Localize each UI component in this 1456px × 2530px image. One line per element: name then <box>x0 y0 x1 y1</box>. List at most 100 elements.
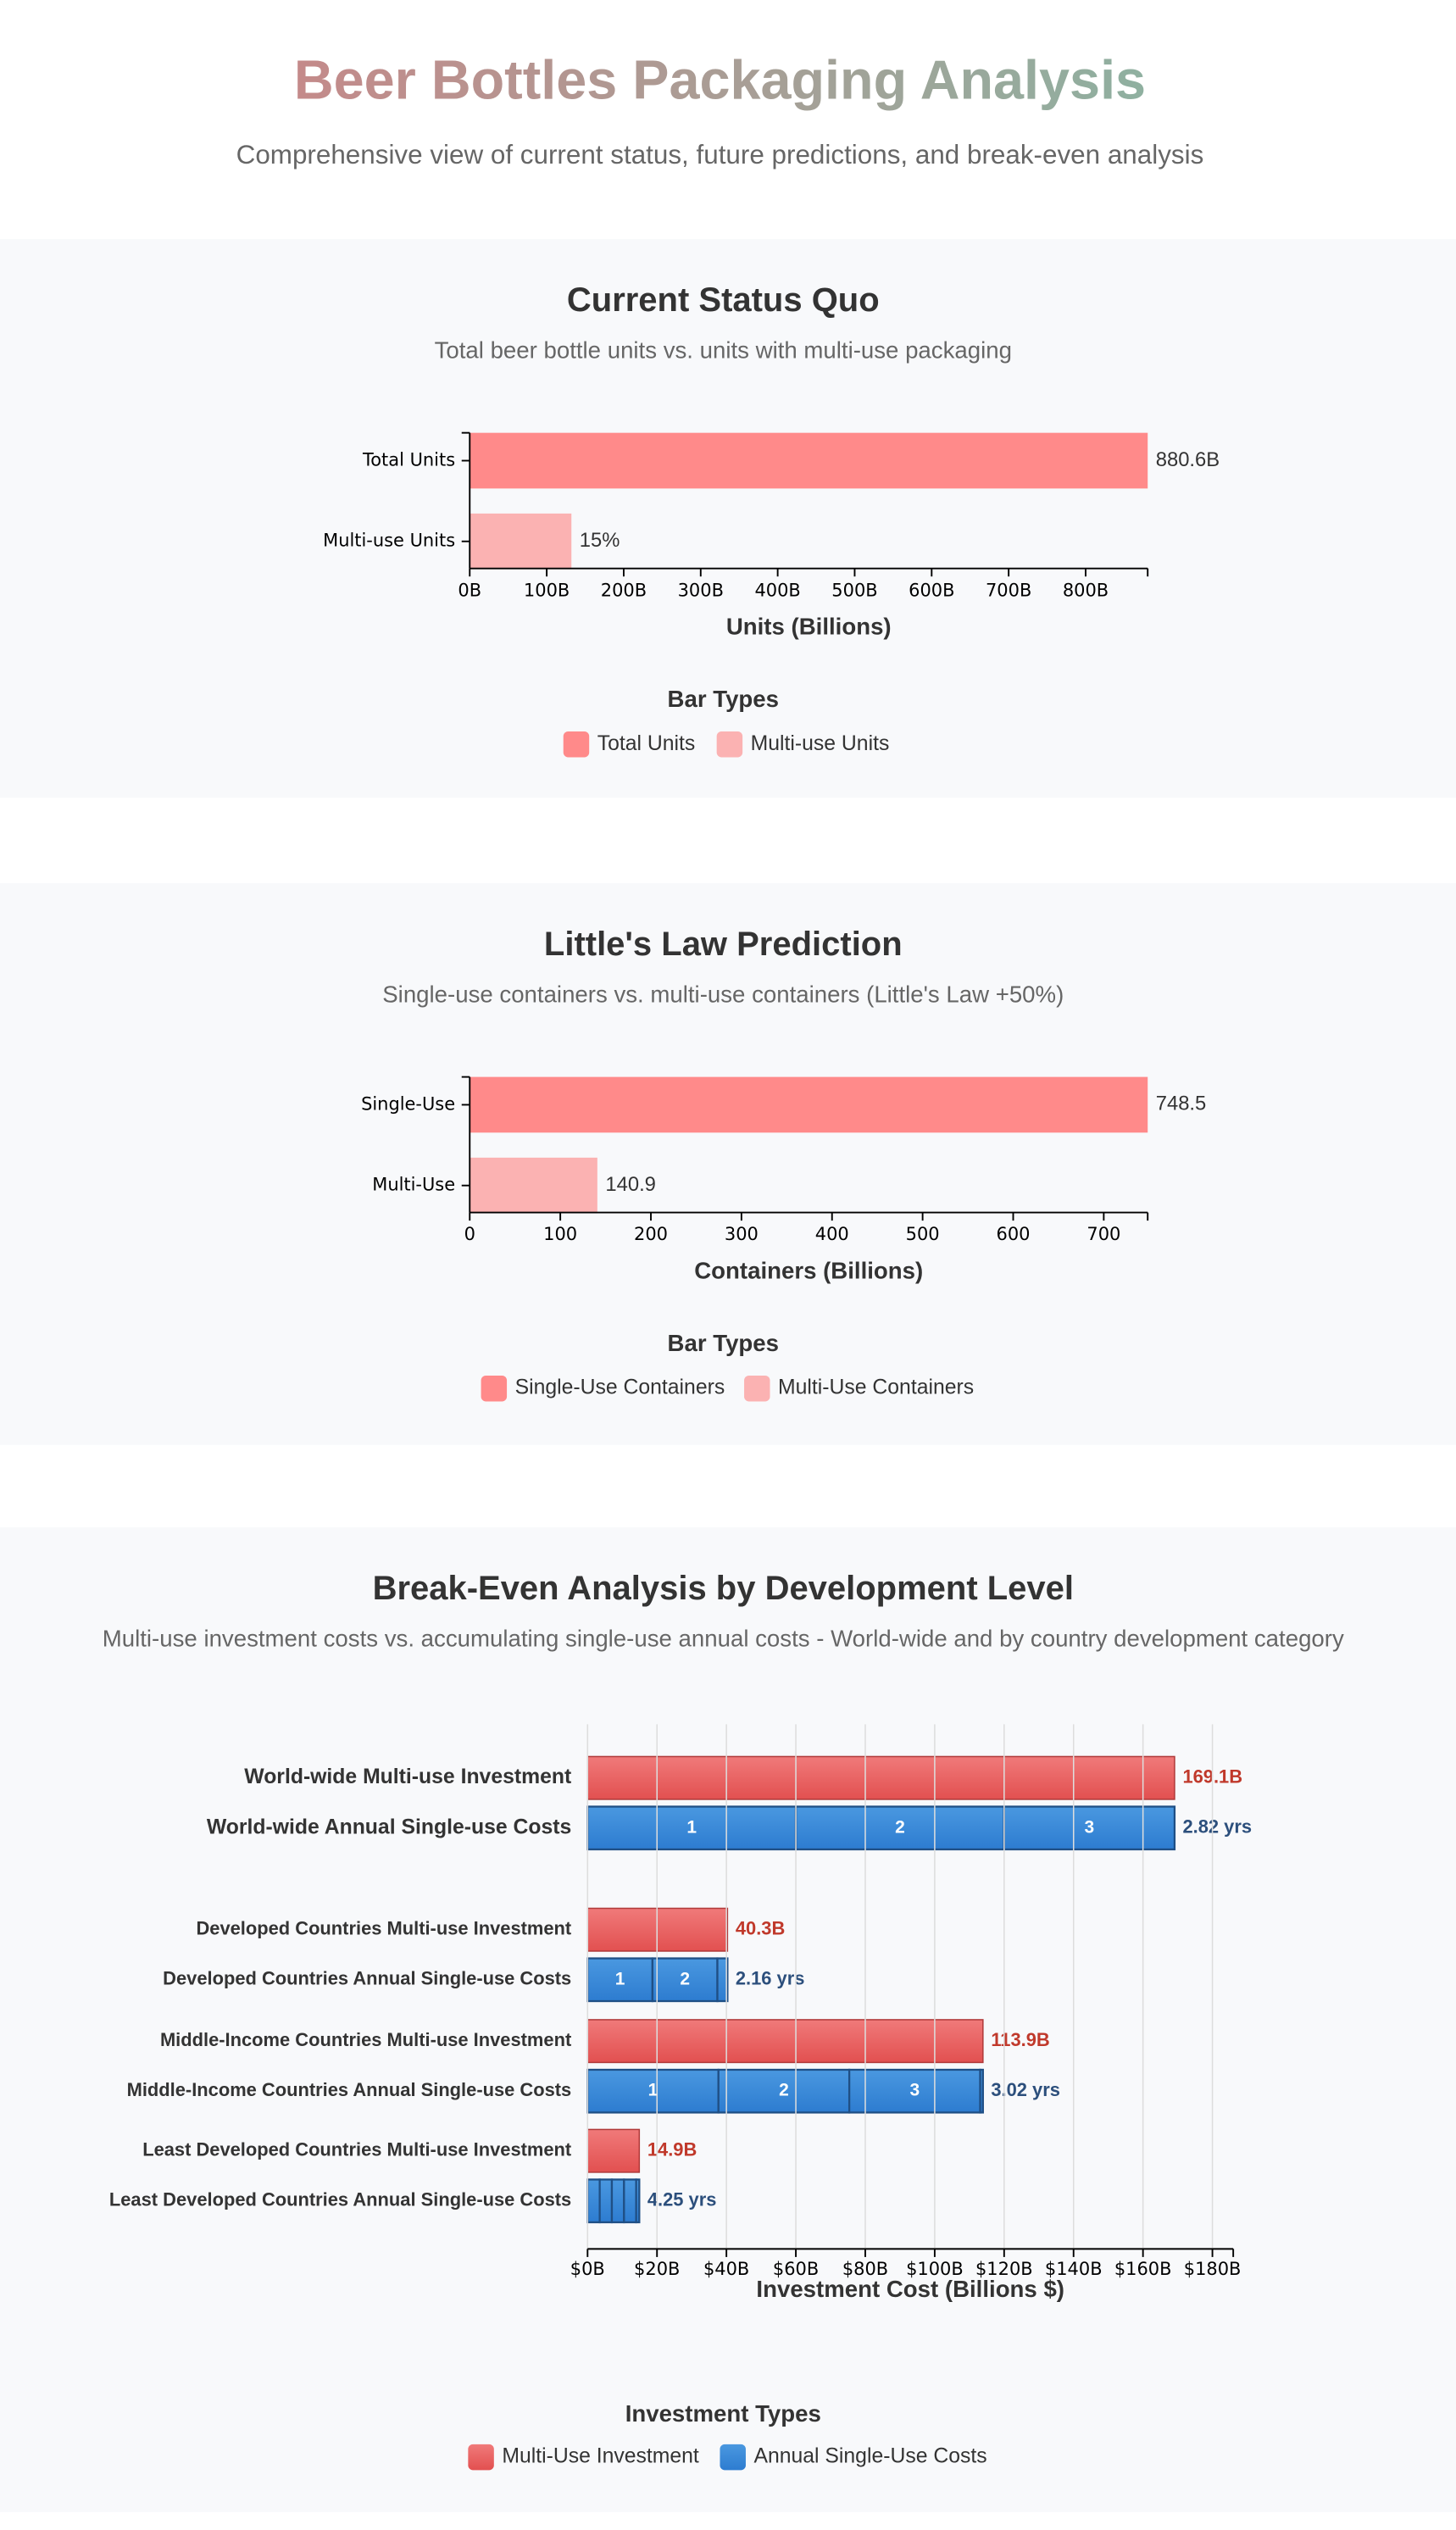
chart-title: Break-Even Analysis by Development Level <box>373 1570 1074 1607</box>
x-tick-label: $40B <box>703 2259 749 2279</box>
x-tick-label: $180B <box>1184 2259 1242 2279</box>
legend-title: Bar Types <box>668 1330 779 1356</box>
section-bg <box>0 239 1456 798</box>
legend-label: Multi-use Units <box>751 732 890 755</box>
x-tick-label: 0 <box>464 1224 475 1244</box>
x-tick-label: $100B <box>906 2259 964 2279</box>
page-subtitle: Comprehensive view of current status, fu… <box>236 140 1204 170</box>
break-even-label: 4.25 yrs <box>647 2189 717 2210</box>
x-tick-label: $80B <box>842 2259 888 2279</box>
x-axis-label: Containers (Billions) <box>694 1257 923 1283</box>
legend-title: Investment Types <box>625 2400 821 2427</box>
x-tick-label: 300B <box>678 580 724 600</box>
value-label: 140.9 <box>605 1173 656 1196</box>
x-tick-label: 800B <box>1063 580 1109 600</box>
legend-title: Bar Types <box>668 686 779 712</box>
value-label: 113.9B <box>991 2029 1049 2050</box>
annual-cost-segment <box>716 1957 729 2003</box>
x-tick-label: 400B <box>754 580 800 600</box>
break-even-label: 2.82 yrs <box>1182 1816 1252 1838</box>
legend-swatch <box>481 1375 508 1402</box>
annual-cost-segment <box>598 2178 614 2224</box>
x-tick-label: 100 <box>543 1224 577 1244</box>
legend-label: Total Units <box>597 732 696 755</box>
legend-label: Multi-Use Containers <box>778 1376 974 1399</box>
x-tick-label: 0B <box>458 580 481 600</box>
legend-swatch <box>744 1375 770 1402</box>
value-label: 14.9B <box>647 2138 697 2160</box>
segment-label: 1 <box>686 1817 697 1837</box>
chart-subtitle: Single-use containers vs. multi-use cont… <box>382 981 1064 1008</box>
value-label: 15% <box>580 529 620 552</box>
x-tick-label: 700 <box>1086 1224 1120 1244</box>
investment-bar <box>586 2128 641 2173</box>
value-label: 880.6B <box>1156 448 1220 471</box>
segment-label: 3 <box>1085 1817 1095 1837</box>
investment-bar <box>586 1755 1175 1800</box>
x-tick-label: 500 <box>906 1224 940 1244</box>
segment-label: 2 <box>779 2081 789 2100</box>
legend-swatch <box>563 731 590 758</box>
bar <box>470 432 1148 489</box>
segment-label: 1 <box>648 2081 659 2100</box>
y-tick-label: Multi-use Units <box>323 531 455 551</box>
chart-title: Little's Law Prediction <box>544 926 903 963</box>
row-label: Least Developed Countries Multi-use Inve… <box>142 2138 572 2160</box>
annual-cost-segment <box>586 2178 601 2224</box>
row-label: Developed Countries Multi-use Investment <box>196 1918 571 1939</box>
legend-swatch <box>468 2444 494 2471</box>
annual-cost-segment <box>610 2178 625 2224</box>
y-tick-label: Single-Use <box>361 1093 455 1114</box>
segment-label: 1 <box>615 1969 625 1988</box>
annual-cost-segment <box>635 2178 641 2224</box>
annual-cost-segment <box>847 2068 981 2114</box>
segment-label: 2 <box>680 1969 690 1988</box>
annual-cost-segment <box>586 2068 720 2114</box>
chart-title: Current Status Quo <box>567 281 880 319</box>
x-tick-label: 600B <box>909 580 954 600</box>
x-tick-label: $120B <box>975 2259 1033 2279</box>
annual-cost-segment <box>623 2178 637 2224</box>
x-tick-label: $20B <box>634 2259 680 2279</box>
x-tick-label: 700B <box>986 580 1031 600</box>
row-label: Middle-Income Countries Multi-use Invest… <box>160 2029 572 2050</box>
bar <box>470 1076 1148 1133</box>
bar <box>470 1157 597 1214</box>
x-tick-label: 200B <box>601 580 647 600</box>
chart-subtitle: Total beer bottle units vs. units with m… <box>435 337 1012 364</box>
x-tick-label: $160B <box>1114 2259 1172 2279</box>
segment-label: 3 <box>910 2081 920 2100</box>
annual-cost-segment <box>979 2068 984 2114</box>
row-label: Least Developed Countries Annual Single-… <box>109 2189 571 2210</box>
x-tick-label: $60B <box>773 2259 819 2279</box>
annual-cost-segment <box>717 2068 851 2114</box>
legend-label: Single-Use Containers <box>515 1376 725 1399</box>
x-tick-label: 500B <box>831 580 877 600</box>
x-axis-label: Units (Billions) <box>726 613 892 639</box>
y-tick-label: Total Units <box>362 450 455 470</box>
investment-bar <box>586 2019 984 2064</box>
break-even-label: 2.16 yrs <box>736 1968 805 1989</box>
legend-swatch <box>720 2444 746 2471</box>
x-axis-label: Investment Cost (Billions $) <box>756 2276 1064 2302</box>
value-label: 40.3B <box>736 1918 785 1939</box>
row-label: Middle-Income Countries Annual Single-us… <box>127 2079 572 2100</box>
bar <box>470 513 572 570</box>
x-tick-label: 200 <box>634 1224 668 1244</box>
row-label: World-wide Annual Single-use Costs <box>207 1815 571 1838</box>
x-tick-label: $140B <box>1045 2259 1103 2279</box>
value-label: 748.5 <box>1156 1093 1207 1115</box>
row-label: Developed Countries Annual Single-use Co… <box>163 1968 571 1989</box>
section-bg <box>0 883 1456 1445</box>
row-label: World-wide Multi-use Investment <box>244 1765 571 1788</box>
legend-label: Annual Single-Use Costs <box>753 2445 986 2468</box>
x-tick-label: $0B <box>570 2259 605 2279</box>
y-tick-label: Multi-Use <box>372 1175 455 1195</box>
annual-cost-segment <box>586 1805 797 1851</box>
x-tick-label: 600 <box>997 1224 1031 1244</box>
x-tick-label: 400 <box>815 1224 849 1244</box>
page-title: Beer Bottles Packaging Analysis <box>294 48 1146 110</box>
segment-label: 2 <box>895 1817 905 1837</box>
legend-swatch <box>716 731 743 758</box>
x-tick-label: 100B <box>524 580 570 600</box>
